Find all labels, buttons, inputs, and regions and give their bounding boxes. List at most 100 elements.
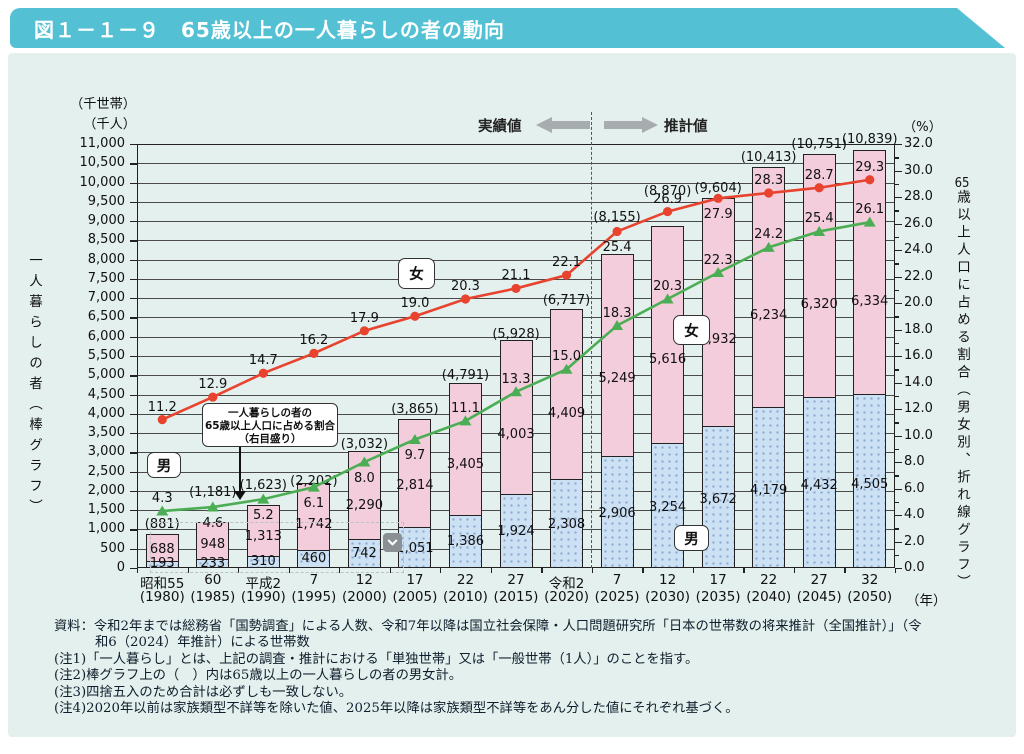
x-axis-label-year: (2045) <box>796 589 842 605</box>
x-axis-label-era: 12 <box>355 572 373 588</box>
y-axis-label: 2,000 <box>87 482 125 498</box>
footnote-line: 資料：令和2年までは総務省「国勢調査」による人数、令和7年以降は国立社会保障・人… <box>54 619 922 634</box>
bar-total-label: (9,604) <box>694 180 742 196</box>
y-axis-label: 9,500 <box>87 193 125 209</box>
y2-axis-label: 4.0 <box>904 507 925 522</box>
bar-female-value: 2,290 <box>345 497 383 513</box>
bar-male-segment <box>448 514 482 568</box>
y2-axis-label: 6.0 <box>904 480 925 496</box>
annotation-arrow <box>239 447 241 492</box>
y-axis-label: 5,500 <box>87 348 125 363</box>
y2-axis-tick <box>895 236 899 239</box>
x-axis-label-year: (1980) <box>139 589 185 605</box>
y-axis-tick <box>130 278 137 281</box>
y-axis-tick <box>130 221 137 223</box>
y2-axis-tick <box>895 409 902 411</box>
x-axis-tick <box>339 568 341 573</box>
female-pct-label: 26.9 <box>653 191 683 207</box>
female-pct-label: 19.0 <box>400 296 430 312</box>
y-axis-tick <box>130 452 137 454</box>
y-axis-label: 3,500 <box>87 425 125 441</box>
x-axis-label-year: (2025) <box>594 589 640 605</box>
y2-axis-tick <box>895 329 902 331</box>
selection-marquee <box>150 522 404 573</box>
y2-axis-label: 26.0 <box>904 215 933 231</box>
y2-axis-label: 14.0 <box>904 374 933 390</box>
y2-axis-label: 8.0 <box>904 454 925 469</box>
y2-axis-tick <box>895 528 899 530</box>
female-pct-label: 12.9 <box>198 377 228 393</box>
female-pct-label: 16.2 <box>299 333 329 349</box>
y-axis-tick <box>130 259 137 261</box>
y2-axis-tick <box>895 289 899 292</box>
y-axis-tick <box>130 471 137 473</box>
y-axis-label: 1,500 <box>87 502 125 518</box>
collapse-chevron-button[interactable] <box>383 533 402 552</box>
x-axis-label-year: (1985) <box>190 589 236 605</box>
y-axis-label: 1,000 <box>87 521 125 537</box>
y2-axis-tick <box>895 144 902 146</box>
x-axis-tick <box>389 568 391 573</box>
y-axis-tick <box>130 490 137 493</box>
male-pct-label: 9.7 <box>404 448 426 464</box>
bar-female-value: 4,003 <box>497 427 535 443</box>
y-axis-tick <box>130 163 137 165</box>
right-axis-title: 65歳以上人口に占める割合（男女別、折れ線グラフ） <box>954 176 970 592</box>
y-axis-label: 7,500 <box>87 270 125 286</box>
y-axis-tick <box>130 433 137 435</box>
x-axis-label-year: (2000) <box>341 589 387 605</box>
y2-axis-tick <box>895 382 902 384</box>
y2-axis-tick <box>895 157 899 159</box>
y2-axis-label: 22.0 <box>904 268 933 284</box>
male-pct-label: 20.3 <box>653 279 683 295</box>
y2-axis-tick <box>895 475 899 477</box>
male-pct-label: 5.2 <box>252 508 274 524</box>
y2-axis-tick <box>895 462 902 464</box>
x-axis-tick <box>238 568 240 573</box>
bar-male-value: 4,432 <box>800 477 838 493</box>
y2-axis-tick <box>895 369 899 371</box>
bar-male-value: 2,906 <box>598 506 636 522</box>
bar-male-value: 4,179 <box>750 482 788 498</box>
x-axis-label-era: 17 <box>709 572 727 588</box>
y-axis-tick <box>130 375 137 377</box>
male-pct-label: 26.1 <box>855 202 885 218</box>
bar-female-value: 6,234 <box>750 307 788 323</box>
y2-axis-tick <box>895 223 902 225</box>
y2-axis-tick <box>895 170 902 172</box>
x-axis-label-year: (2030) <box>645 589 691 605</box>
male-bar-tag: 男 <box>674 525 709 551</box>
male-pct-label: 4.3 <box>151 491 173 507</box>
y2-axis-tick <box>895 316 899 318</box>
bar-female-value: 6,334 <box>851 293 889 309</box>
male-pct-label: 25.4 <box>804 211 834 227</box>
bar-female-value: 4,409 <box>547 406 586 422</box>
female-pct-label: 27.9 <box>703 207 733 223</box>
y-axis-label: 11,000 <box>79 136 126 151</box>
y2-axis-tick <box>895 435 902 437</box>
female-pct-label: 22.1 <box>552 255 582 271</box>
y2-axis-tick <box>895 515 902 517</box>
male-pct-label: 8.0 <box>354 471 375 486</box>
y2-axis-label: 28.0 <box>904 189 933 204</box>
y-axis-tick <box>130 317 137 319</box>
x-axis-label-era: 22 <box>760 572 778 588</box>
x-axis-label-year: (1995) <box>291 589 337 605</box>
gridline <box>137 163 895 165</box>
left-axis-title: 一人暮らしの者（棒グラフ） <box>26 253 42 520</box>
y2-axis-tick <box>895 276 902 278</box>
bar-total-label: (881) <box>144 517 180 533</box>
bar-female-segment <box>246 505 280 557</box>
x-axis-label-era: 17 <box>406 572 424 588</box>
x-axis-tick <box>591 568 594 573</box>
x-axis-label-year: (2010) <box>443 589 488 605</box>
male-pct-label: 4.6 <box>202 516 224 532</box>
bar-female-value: 5,249 <box>598 371 636 387</box>
y-axis-label: 8,000 <box>87 251 125 267</box>
footnotes: 資料：令和2年までは総務省「国勢調査」による人数、令和7年以降は国立社会保障・人… <box>54 619 922 717</box>
y-axis-tick <box>130 182 137 184</box>
right-axis-unit: （%） <box>903 120 942 135</box>
y2-axis-label: 2.0 <box>904 533 925 549</box>
bar-female-value: 1,742 <box>295 516 333 532</box>
y-axis-tick <box>130 568 137 570</box>
